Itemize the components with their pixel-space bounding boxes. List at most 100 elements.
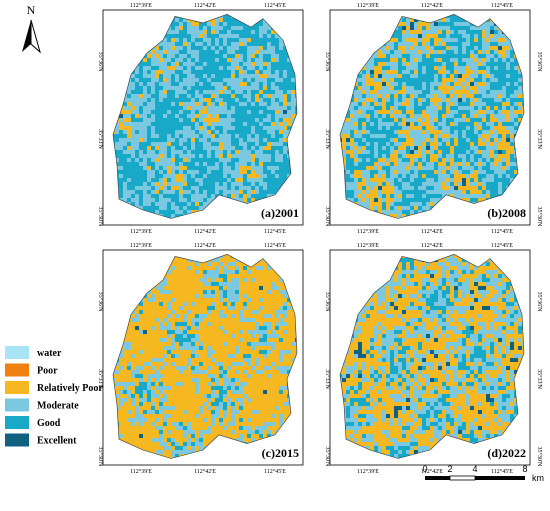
land-cell	[159, 130, 163, 134]
land-cell	[466, 78, 470, 82]
land-cell	[410, 38, 414, 42]
land-cell	[518, 10, 522, 14]
land-cell	[227, 162, 231, 166]
land-cell	[438, 38, 442, 42]
land-cell	[113, 186, 115, 190]
land-cell	[287, 66, 291, 70]
land-cell	[203, 30, 207, 34]
land-cell	[386, 174, 390, 178]
land-cell	[243, 86, 247, 90]
land-cell	[123, 138, 127, 142]
land-cell	[478, 74, 482, 78]
land-cell	[390, 146, 394, 150]
land-cell	[147, 86, 151, 90]
land-cell	[203, 198, 207, 202]
land-cell	[231, 206, 235, 210]
land-cell	[334, 94, 338, 98]
land-cell	[207, 154, 211, 158]
land-cell	[450, 22, 454, 26]
land-cell	[163, 70, 167, 74]
land-cell	[378, 62, 382, 66]
land-cell	[386, 106, 390, 110]
land-cell	[458, 94, 462, 98]
land-cell	[115, 170, 119, 174]
land-cell	[490, 154, 494, 158]
land-cell	[430, 10, 434, 14]
land-cell	[414, 66, 418, 70]
land-cell	[115, 78, 119, 82]
land-cell	[430, 22, 434, 26]
land-cell	[235, 206, 239, 210]
land-cell	[139, 150, 143, 154]
land-cell	[342, 34, 346, 38]
land-cell	[410, 118, 414, 122]
land-cell	[195, 158, 199, 162]
land-cell	[227, 218, 231, 219]
land-cell	[159, 198, 163, 202]
land-cell	[354, 118, 358, 122]
land-cell	[366, 122, 370, 126]
land-cell	[163, 154, 167, 158]
land-cell	[390, 134, 394, 138]
land-cell	[426, 138, 430, 142]
land-cell	[295, 134, 297, 138]
land-cell	[390, 74, 394, 78]
land-cell	[358, 26, 362, 30]
land-cell	[362, 138, 366, 142]
land-cell	[470, 50, 474, 54]
land-cell	[131, 114, 135, 118]
land-cell	[107, 174, 111, 178]
land-cell	[295, 34, 297, 38]
land-cell	[219, 90, 223, 94]
land-cell	[147, 154, 151, 158]
land-cell	[458, 74, 462, 78]
land-cell	[342, 22, 346, 26]
land-cell	[506, 154, 510, 158]
land-cell	[422, 178, 426, 182]
land-cell	[354, 134, 358, 138]
land-cell	[358, 158, 362, 162]
land-cell	[374, 30, 378, 34]
land-cell	[119, 34, 123, 38]
land-cell	[498, 22, 502, 26]
land-cell	[223, 78, 227, 82]
land-cell	[486, 142, 490, 146]
land-cell	[171, 154, 175, 158]
land-cell	[151, 186, 155, 190]
land-cell	[366, 62, 370, 66]
land-cell	[342, 134, 346, 138]
land-cell	[342, 122, 346, 126]
land-cell	[410, 162, 414, 166]
land-cell	[506, 158, 510, 162]
land-cell	[374, 78, 378, 82]
land-cell	[103, 122, 107, 126]
land-cell	[211, 206, 215, 210]
land-cell	[398, 54, 402, 58]
land-cell	[366, 106, 370, 110]
land-cell	[442, 86, 446, 90]
land-cell	[219, 134, 223, 138]
land-cell	[330, 166, 334, 170]
land-cell	[346, 186, 350, 190]
land-cell	[510, 82, 514, 86]
land-cell	[135, 214, 139, 218]
land-cell	[203, 86, 207, 90]
land-cell	[159, 34, 163, 38]
land-cell	[131, 26, 135, 30]
land-cell	[139, 82, 143, 86]
land-cell	[223, 34, 227, 38]
land-cell	[175, 78, 179, 82]
land-cell	[354, 174, 358, 178]
land-cell	[215, 26, 219, 30]
land-cell	[434, 42, 438, 46]
land-cell	[334, 162, 338, 166]
land-cell	[159, 50, 163, 54]
land-cell	[494, 42, 498, 46]
land-cell	[235, 182, 239, 186]
land-cell	[358, 30, 362, 34]
land-cell	[442, 174, 446, 178]
land-cell	[486, 130, 490, 134]
land-cell	[107, 114, 111, 118]
land-cell	[251, 10, 255, 14]
land-cell	[490, 174, 494, 178]
